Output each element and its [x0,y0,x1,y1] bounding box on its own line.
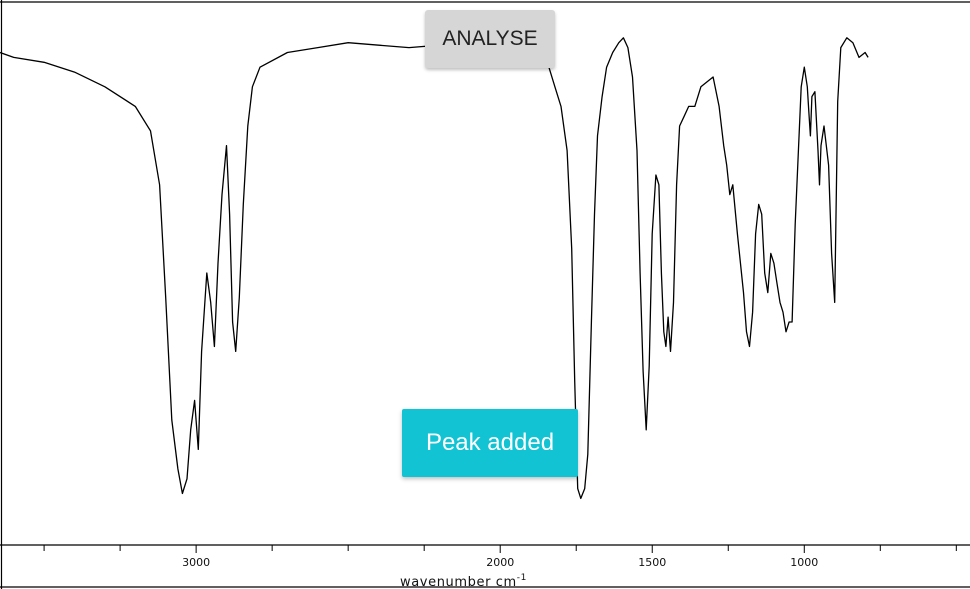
x-tick-label: 3000 [182,556,210,569]
spectrum-line [0,37,869,500]
x-tick-label: 2000 [486,556,514,569]
x-tick-label: 1000 [790,556,818,569]
x-axis-title: wavenumber cm-1 [400,573,527,589]
x-axis-title-superscript: -1 [517,573,527,583]
x-axis-ticks [43,545,957,553]
x-axis-tick-labels: 3000 2000 1500 1000 [182,556,818,569]
peak-added-toast: Peak added [402,409,578,477]
x-tick-label: 1500 [638,556,666,569]
analyse-button[interactable]: ANALYSE [425,10,555,68]
